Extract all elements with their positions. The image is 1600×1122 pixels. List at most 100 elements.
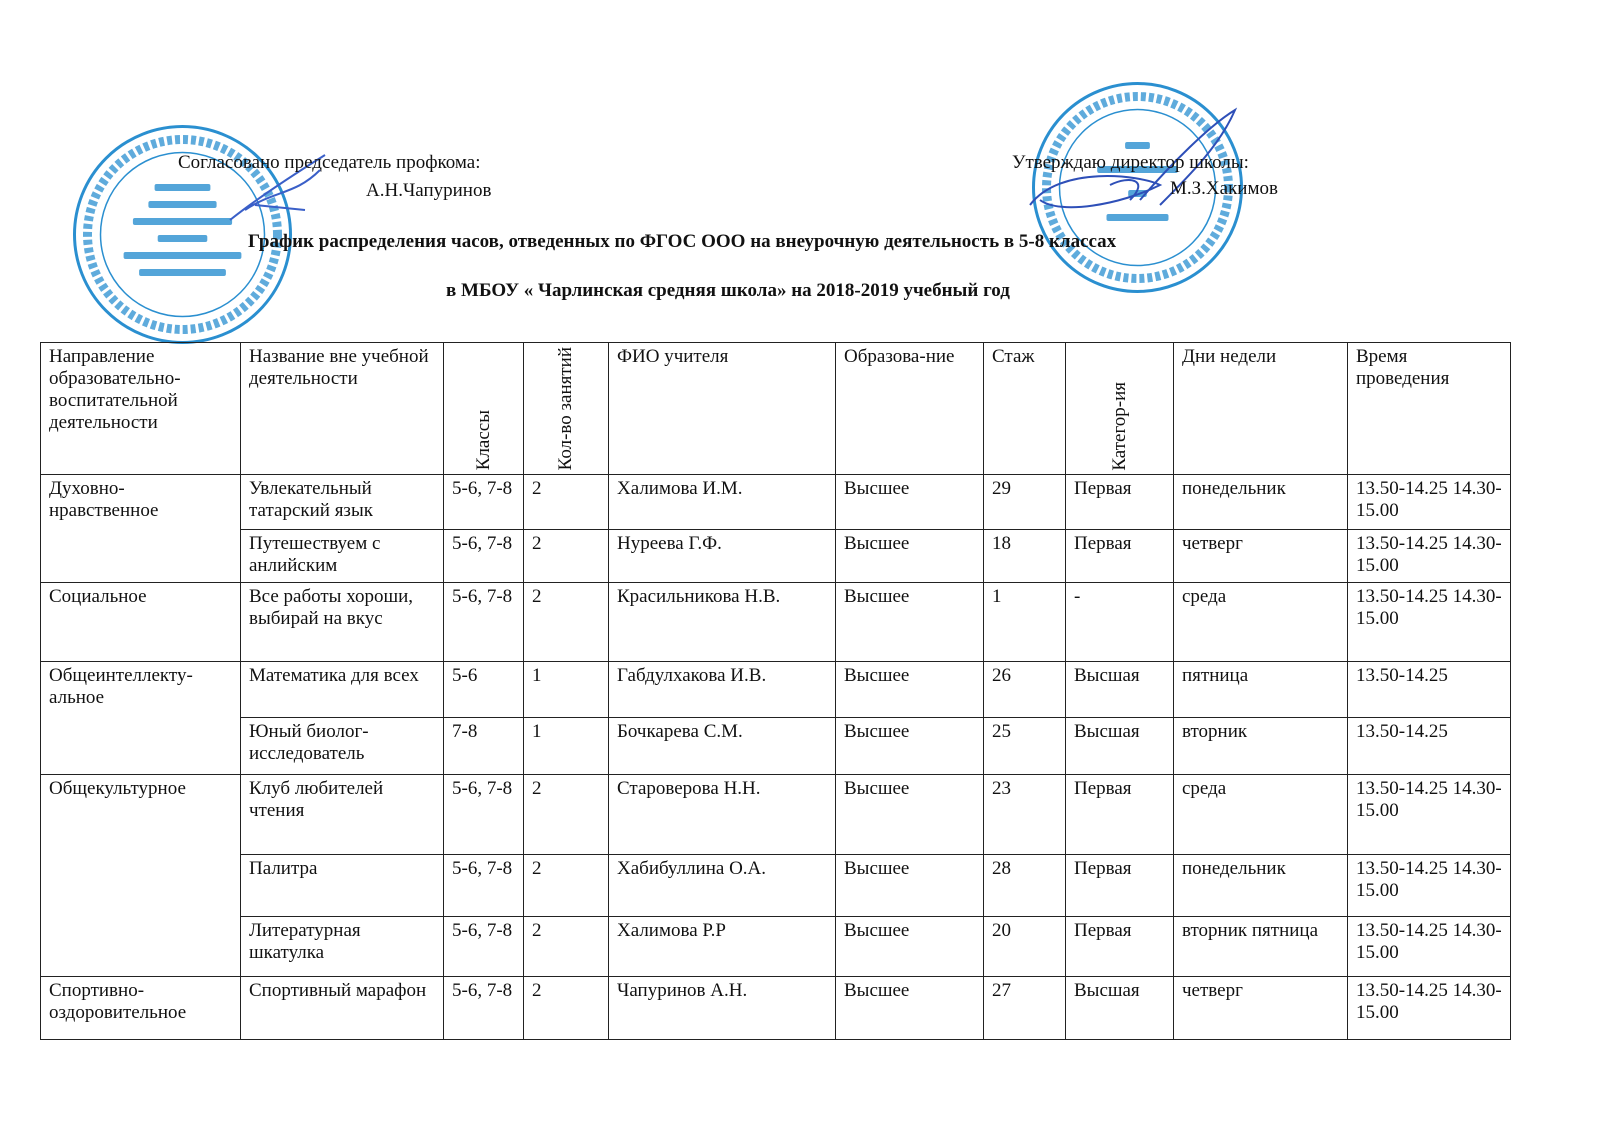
cell-direction: Общеинтеллекту-альное <box>40 661 241 776</box>
cell-days: среда <box>1173 582 1348 663</box>
cell-category: Высшая <box>1065 661 1174 719</box>
cell-classes: 5-6 <box>443 661 524 719</box>
cell-direction: Общекультурное <box>40 774 241 978</box>
cell-experience: 20 <box>983 916 1066 978</box>
cell-activity: Палитра <box>240 854 444 918</box>
cell-teacher: Габдулхакова И.В. <box>608 661 836 719</box>
cell-count: 2 <box>523 474 609 531</box>
page-title: График распределения часов, отведенных п… <box>248 231 1117 252</box>
cell-count: 2 <box>523 916 609 978</box>
cell-direction: Духовно-нравственное <box>40 474 241 584</box>
cell-classes: 5-6, 7-8 <box>443 854 524 918</box>
approval-left-line1: Согласовано председатель профкома: <box>178 152 481 173</box>
cell-teacher: Нуреева Г.Ф. <box>608 529 836 584</box>
cell-days: среда <box>1173 774 1348 856</box>
approval-right-name: М.З.Хакимов <box>1170 178 1278 199</box>
header-category: Категор-ия <box>1065 341 1174 476</box>
approval-right-line1: Утверждаю директор школы: <box>1012 152 1249 173</box>
table-row: Юный биолог-исследователь 7-8 1 Бочкарева С… <box>41 717 1511 776</box>
cell-teacher: Бочкарева С.М. <box>608 717 836 776</box>
cell-classes: 5-6, 7-8 <box>443 474 524 531</box>
cell-count: 1 <box>523 717 609 776</box>
table-row: Социальное Все работы хороши, выбирай на … <box>40 582 1511 663</box>
header-label: Кол-во занятий <box>555 347 576 471</box>
cell-count: 2 <box>523 976 609 1041</box>
stamp-lettering-mark <box>1106 214 1169 221</box>
header-teacher: ФИО учителя <box>608 341 836 476</box>
cell-count: 2 <box>523 582 609 663</box>
stamp-lettering-mark <box>154 184 211 191</box>
cell-activity: Все работы хороши, выбирай на вкус <box>240 582 444 663</box>
stamp-lettering-mark <box>139 269 226 276</box>
header-label: Время проведения <box>1356 346 1450 389</box>
cell-activity: Литературная шкатулка <box>240 916 444 978</box>
header-row: Направление образовательно-воспитательно… <box>40 341 1511 476</box>
cell-classes: 5-6, 7-8 <box>443 582 524 663</box>
cell-time: 13.50-14.25 14.30-15.00 <box>1347 582 1511 663</box>
cell-education: Высшее <box>835 529 984 584</box>
cell-time: 13.50-14.25 14.30-15.00 <box>1347 976 1511 1041</box>
cell-category: Первая <box>1065 529 1174 584</box>
cell-time: 13.50-14.25 <box>1347 661 1511 719</box>
cell-experience: 18 <box>983 529 1066 584</box>
cell-count: 2 <box>523 774 609 856</box>
header-label: ФИО учителя <box>617 346 729 367</box>
header-label: Название вне учебной деятельности <box>249 346 429 389</box>
stamp-lettering-mark <box>157 235 208 242</box>
cell-education: Высшее <box>835 582 984 663</box>
table-row: Путешествуем с анлийским 5-6, 7-8 2 Нуреева… <box>41 529 1511 584</box>
header-label: Стаж <box>992 346 1035 367</box>
table-row: Спортивно-оздоровительное Спортивный мара… <box>40 976 1511 1041</box>
cell-activity: Увлекательный татарский язык <box>240 474 444 531</box>
cell-category: Первая <box>1065 916 1174 978</box>
cell-experience: 23 <box>983 774 1066 856</box>
cell-days: понедельник <box>1173 854 1348 918</box>
cell-time: 13.50-14.25 <box>1347 717 1511 776</box>
header-time: Время проведения <box>1347 341 1511 476</box>
cell-teacher: Красильникова Н.В. <box>608 582 836 663</box>
cell-education: Высшее <box>835 916 984 978</box>
stamp-lettering-mark <box>123 252 242 259</box>
cell-direction: Социальное <box>40 582 241 663</box>
cell-classes: 5-6, 7-8 <box>443 916 524 978</box>
cell-experience: 27 <box>983 976 1066 1041</box>
cell-time: 13.50-14.25 14.30-15.00 <box>1347 774 1511 856</box>
cell-direction: Спортивно-оздоровительное <box>40 976 241 1041</box>
cell-days: пятница <box>1173 661 1348 719</box>
cell-category: Первая <box>1065 774 1174 856</box>
cell-days: четверг <box>1173 976 1348 1041</box>
director-signature <box>1029 107 1238 209</box>
cell-days: вторник <box>1173 717 1348 776</box>
cell-classes: 5-6, 7-8 <box>443 774 524 856</box>
page-subtitle: в МБОУ « Чарлинская средняя школа» на 20… <box>446 280 1010 301</box>
cell-teacher: Халимова Р.Р <box>608 916 836 978</box>
header-experience: Стаж <box>983 341 1066 476</box>
header-label: Классы <box>472 410 494 471</box>
table-row: Духовно-нравственное Увлекательный татарс… <box>40 474 1511 584</box>
cell-teacher: Староверова Н.Н. <box>608 774 836 856</box>
cell-experience: 29 <box>983 474 1066 531</box>
table-row: Общеинтеллекту-альное Математика для всех… <box>40 661 1511 776</box>
cell-days: вторник пятница <box>1173 916 1348 978</box>
cell-time: 13.50-14.25 14.30-15.00 <box>1347 474 1511 531</box>
cell-education: Высшее <box>835 854 984 918</box>
cell-category: Высшая <box>1065 976 1174 1041</box>
header-direction: Направление образовательно-воспитательно… <box>40 341 241 476</box>
cell-count: 2 <box>523 529 609 584</box>
stamp-lettering-mark <box>1125 142 1150 149</box>
cell-classes: 5-6, 7-8 <box>443 529 524 584</box>
cell-experience: 26 <box>983 661 1066 719</box>
cell-experience: 28 <box>983 854 1066 918</box>
stamp-lettering-mark <box>132 218 233 225</box>
cell-teacher: Хабибуллина О.А. <box>608 854 836 918</box>
cell-time: 13.50-14.25 14.30-15.00 <box>1347 529 1511 584</box>
school-stamp <box>1032 82 1243 293</box>
cell-days: четверг <box>1173 529 1348 584</box>
header-label: Направление образовательно-воспитательно… <box>49 346 181 433</box>
cell-count: 1 <box>523 661 609 719</box>
cell-category: Высшая <box>1065 717 1174 776</box>
cell-classes: 7-8 <box>443 717 524 776</box>
cell-education: Высшее <box>835 717 984 776</box>
stamp-lettering-mark <box>148 201 217 208</box>
cell-education: Высшее <box>835 661 984 719</box>
